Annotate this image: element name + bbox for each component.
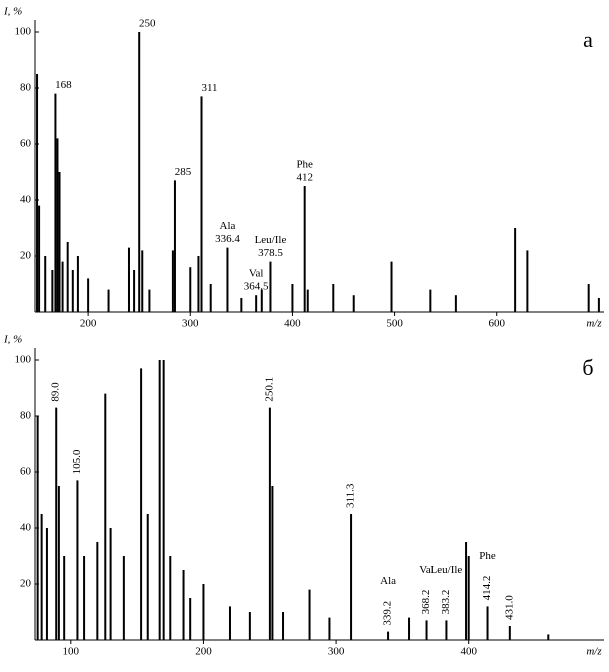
peak-label: 311 xyxy=(201,82,217,94)
x-tick-label: 400 xyxy=(284,318,301,330)
peak-label: 364.5 xyxy=(244,281,269,293)
peak-label: 378.5 xyxy=(258,247,283,259)
x-tick-label: 300 xyxy=(182,318,199,330)
y-tick-label: 20 xyxy=(20,250,32,262)
peak-label: 311.3 xyxy=(345,483,357,508)
x-tick-label: 600 xyxy=(488,318,505,330)
y-tick-label: 40 xyxy=(20,522,32,534)
x-tick-label: 500 xyxy=(386,318,403,330)
peak-label: 250 xyxy=(139,18,156,30)
peak-name: Ala xyxy=(220,220,236,232)
peak-label: 105.0 xyxy=(71,449,83,474)
peak-label: 285 xyxy=(175,166,192,178)
peak-label: 336.4 xyxy=(215,233,240,245)
panel-label: а xyxy=(583,27,593,52)
y-tick-label: 100 xyxy=(15,354,32,366)
peak-name: Phe xyxy=(296,159,313,171)
y-tick-label: 80 xyxy=(20,410,32,422)
peak-name: Phe xyxy=(479,550,496,562)
x-tick-label: 400 xyxy=(460,646,477,658)
peak-label: 431.0 xyxy=(503,595,515,620)
panel-label: б xyxy=(582,355,593,380)
peak-name: Val xyxy=(419,564,434,576)
peak-label: 339.2 xyxy=(382,601,394,626)
x-tick-label: 200 xyxy=(195,646,212,658)
y-tick-label: 100 xyxy=(15,26,32,38)
x-tick-label: 300 xyxy=(328,646,345,658)
x-tick-label: 100 xyxy=(63,646,80,658)
x-axis-label: m/z xyxy=(586,646,602,658)
x-tick-label: 200 xyxy=(80,318,97,330)
peak-label: 368.2 xyxy=(420,590,432,615)
peak-label: 383.2 xyxy=(440,590,452,615)
y-tick-label: 20 xyxy=(20,578,32,590)
y-tick-label: 60 xyxy=(20,138,32,150)
peak-label: 89.0 xyxy=(50,382,62,402)
y-tick-label: 80 xyxy=(20,82,32,94)
peak-name: Val xyxy=(249,268,264,280)
y-axis-label: I, % xyxy=(3,6,22,18)
y-tick-label: 60 xyxy=(20,466,32,478)
peak-name: Leu/Ile xyxy=(431,564,463,576)
y-tick-label: 40 xyxy=(20,194,32,206)
peak-name: Leu/Ile xyxy=(255,234,287,246)
peak-label: 414.2 xyxy=(481,576,493,601)
peak-label: 412 xyxy=(296,172,313,184)
y-axis-label: I, % xyxy=(3,334,22,346)
peak-name: Ala xyxy=(380,575,396,587)
peak-label: 168 xyxy=(55,79,72,91)
x-axis-label: m/z xyxy=(586,318,602,330)
peak-label: 250.1 xyxy=(263,377,275,402)
